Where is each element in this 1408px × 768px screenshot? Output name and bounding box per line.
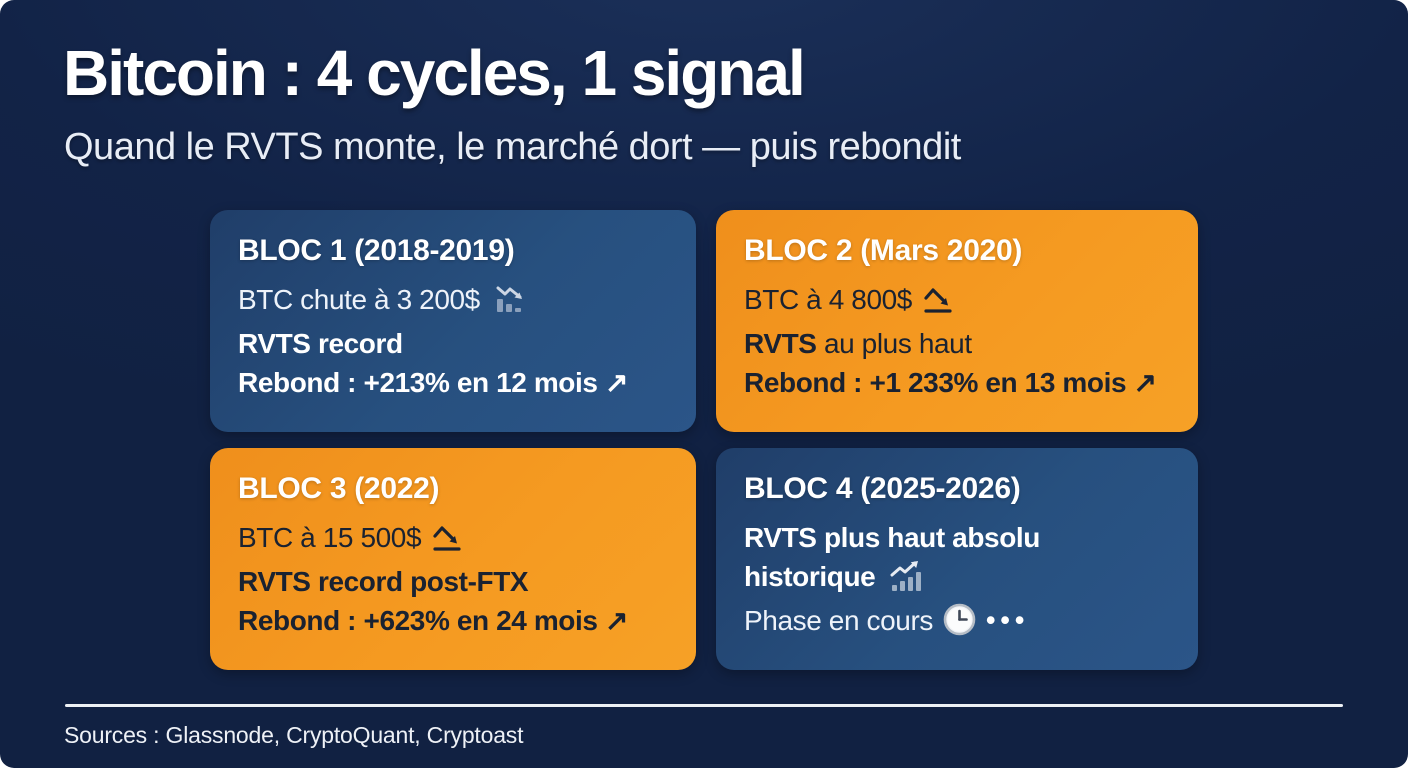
card-bloc-4-phase-text: Phase en cours [744, 605, 933, 636]
card-bloc-4-title: BLOC 4 (2025-2026) [744, 472, 1021, 505]
card-bloc-2: BLOC 2 (Mars 2020) BTC à 4 800$ RVTS au … [716, 210, 1198, 432]
trend-down-icon [922, 284, 954, 324]
sources-text: Sources : Glassnode, CryptoQuant, Crypto… [64, 722, 524, 748]
card-bloc-2-rebond-text: Rebond : +1 233% en 13 mois ↗ [744, 367, 1157, 398]
footer-divider [65, 704, 1343, 707]
card-bloc-1-line-rebond: Rebond : +213% en 12 mois ↗ [238, 363, 668, 402]
card-bloc-1-rvts-strong: RVTS record [238, 328, 403, 359]
card-bloc-2-title: BLOC 2 (Mars 2020) [744, 234, 1023, 267]
card-bloc-2-line-rvts: RVTS au plus haut [744, 324, 1170, 363]
page-subtitle: Quand le RVTS monte, le marché dort — pu… [64, 126, 961, 168]
card-bloc-1: BLOC 1 (2018-2019) BTC chute à 3 200$ RV… [210, 210, 696, 432]
card-bloc-3-rebond-text: Rebond : +623% en 24 mois ↗ [238, 605, 629, 636]
card-bloc-3-line-rebond: Rebond : +623% en 24 mois ↗ [238, 601, 668, 640]
chart-increasing-icon [885, 559, 925, 601]
card-bloc-1-rebond-text: Rebond : +213% en 12 mois ↗ [238, 367, 629, 398]
card-bloc-4-rvts-text: RVTS plus haut absolu historique [744, 522, 1041, 592]
card-bloc-1-price-text: BTC chute à 3 200$ [238, 284, 480, 315]
card-bloc-3-line-price: BTC à 15 500$ [238, 518, 668, 562]
card-bloc-4: BLOC 4 (2025-2026) RVTS plus haut absolu… [716, 448, 1198, 670]
card-bloc-4-line-rvts: RVTS plus haut absolu historique [744, 518, 1170, 601]
card-bloc-2-line-rebond: Rebond : +1 233% en 13 mois ↗ [744, 363, 1170, 402]
card-bloc-2-rvts-rest: au plus haut [816, 328, 972, 359]
card-bloc-1-title: BLOC 1 (2018-2019) [238, 234, 515, 267]
clock-icon [943, 603, 976, 646]
card-bloc-2-rvts-strong: RVTS [744, 328, 817, 359]
card-bloc-1-line-price: BTC chute à 3 200$ [238, 280, 668, 324]
card-bloc-3-price-text: BTC à 15 500$ [238, 522, 422, 553]
card-bloc-3-title: BLOC 3 (2022) [238, 472, 440, 505]
card-bloc-2-price-text: BTC à 4 800$ [744, 284, 912, 315]
chart-decreasing-icon [490, 282, 530, 324]
card-bloc-3-rvts-strong: RVTS record post-FTX [238, 566, 529, 597]
card-bloc-3-line-rvts: RVTS record post-FTX [238, 562, 668, 601]
page-title: Bitcoin : 4 cycles, 1 signal [63, 37, 806, 109]
card-bloc-3: BLOC 3 (2022) BTC à 15 500$ RVTS record … [210, 448, 696, 670]
card-bloc-4-line-phase: Phase en cours ••• [744, 601, 1170, 646]
card-bloc-1-line-rvts: RVTS record [238, 324, 668, 363]
ellipsis-dots: ••• [985, 605, 1030, 635]
cards-grid: BLOC 1 (2018-2019) BTC chute à 3 200$ RV… [210, 210, 1198, 670]
card-bloc-2-line-price: BTC à 4 800$ [744, 280, 1170, 324]
trend-down-icon [431, 522, 463, 562]
